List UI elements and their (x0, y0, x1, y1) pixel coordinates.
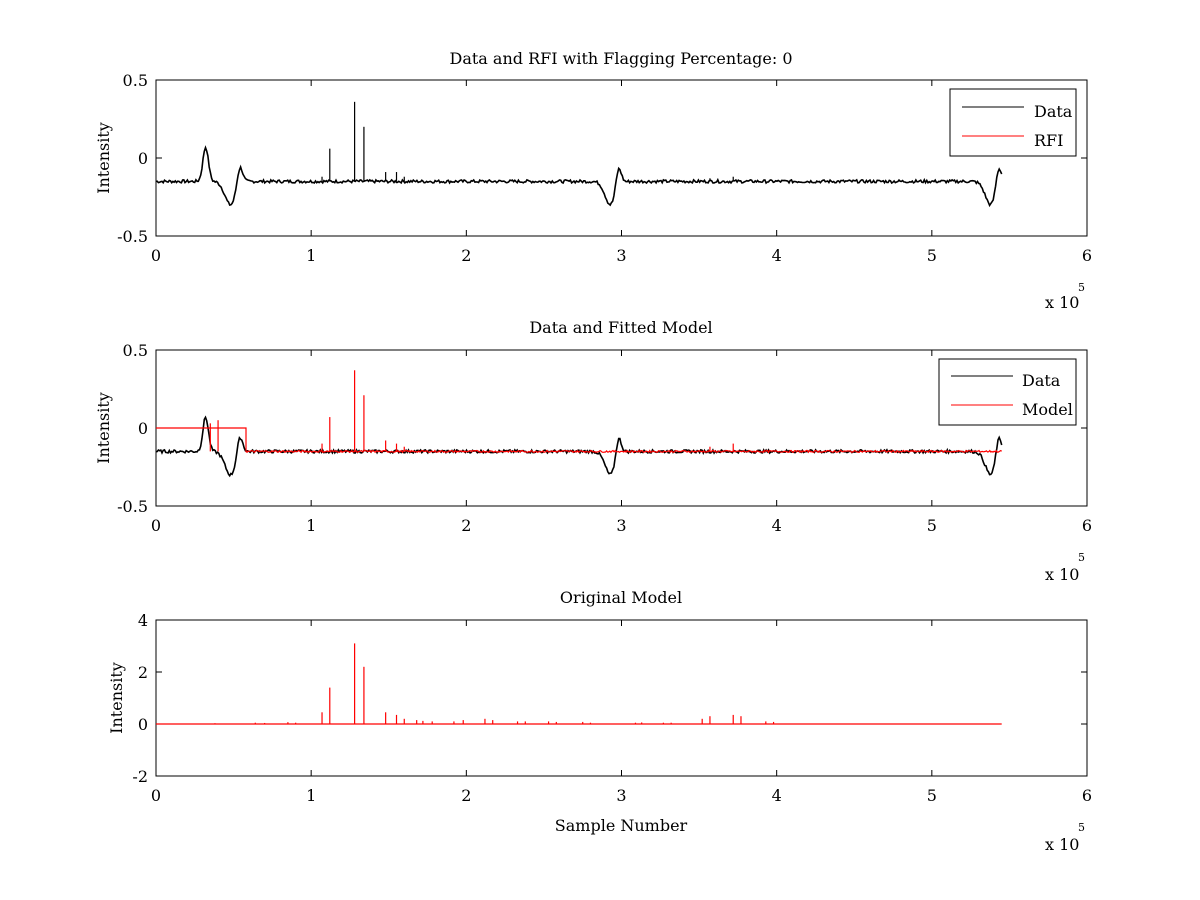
x-multiplier-base: x 10 (1045, 565, 1079, 584)
legend-label-rfi: RFI (1034, 131, 1063, 150)
x-tick-label: 2 (461, 786, 471, 805)
x-tick-label: 2 (461, 246, 471, 265)
x-axis-label: Sample Number (555, 816, 688, 835)
chart-title: Data and Fitted Model (529, 318, 712, 337)
y-tick-label: 0 (138, 149, 148, 168)
x-tick-label: 0 (151, 246, 161, 265)
x-multiplier-exponent: 5 (1078, 281, 1085, 294)
x-tick-label: 2 (461, 516, 471, 535)
x-tick-label: 1 (306, 246, 316, 265)
x-tick-label: 1 (306, 516, 316, 535)
y-tick-label: -0.5 (117, 497, 148, 516)
legend-label-data: Data (1034, 102, 1073, 121)
x-multiplier: x 10 5 (1045, 551, 1085, 584)
y-tick-label: 4 (138, 611, 148, 630)
panel-data-and-rfi: Data and RFI with Flagging Percentage: 0… (94, 49, 1092, 312)
x-tick-label: 1 (306, 786, 316, 805)
y-tick-label: -0.5 (117, 227, 148, 246)
y-tick-label: 0 (138, 715, 148, 734)
y-tick-label: 0 (138, 419, 148, 438)
x-tick-label: 0 (151, 516, 161, 535)
x-tick-label: 6 (1082, 516, 1092, 535)
y-tick-label: 0.5 (123, 71, 148, 90)
x-tick-label: 4 (772, 516, 782, 535)
plot-area: 0 1 2 3 4 5 6-0.500.5 (117, 341, 1092, 535)
x-tick-label: 5 (927, 786, 937, 805)
x-multiplier-exponent: 5 (1078, 821, 1085, 834)
x-tick-label: 6 (1082, 246, 1092, 265)
legend-box (938, 358, 1077, 426)
plot-area: 0 1 2 3 4 5 6-0.500.5 (117, 71, 1092, 265)
x-tick-label: 3 (616, 786, 626, 805)
chart-title: Original Model (560, 588, 682, 607)
y-axis-label: Intensity (107, 662, 126, 734)
x-tick-label: 5 (927, 246, 937, 265)
chart-title: Data and RFI with Flagging Percentage: 0 (449, 49, 792, 68)
x-tick-label: 4 (772, 786, 782, 805)
panel-original-model: Original Model Intensity Sample Number 0… (107, 588, 1092, 854)
x-multiplier: x 10 5 (1045, 821, 1085, 854)
legend-box (949, 88, 1077, 157)
x-tick-label: 5 (927, 516, 937, 535)
x-tick-label: 0 (151, 786, 161, 805)
y-axis-label: Intensity (94, 122, 113, 194)
x-tick-label: 6 (1082, 786, 1092, 805)
legend: Data Model (938, 358, 1077, 426)
x-tick-label: 4 (772, 246, 782, 265)
legend-label-model: Model (1022, 400, 1073, 419)
y-axis-label: Intensity (94, 392, 113, 464)
legend-label-data: Data (1022, 371, 1061, 390)
series-line-data (155, 145, 1003, 208)
legend: Data RFI (949, 88, 1077, 157)
series-line-model (156, 427, 1002, 454)
y-tick-label: -2 (132, 767, 148, 786)
y-tick-label: 2 (138, 663, 148, 682)
panel-data-and-fitted-model: Data and Fitted Model Intensity 0 1 2 3 4 5 6 -… (94, 318, 1092, 584)
x-multiplier-base: x 10 (1045, 835, 1079, 854)
x-multiplier-exponent: 5 (1078, 551, 1085, 564)
y-tick-label: 0.5 (123, 341, 148, 360)
x-multiplier: x 10 5 (1045, 281, 1085, 312)
x-tick-label: 3 (616, 516, 626, 535)
x-tick-label: 3 (616, 246, 626, 265)
x-multiplier-base: x 10 (1045, 293, 1079, 312)
